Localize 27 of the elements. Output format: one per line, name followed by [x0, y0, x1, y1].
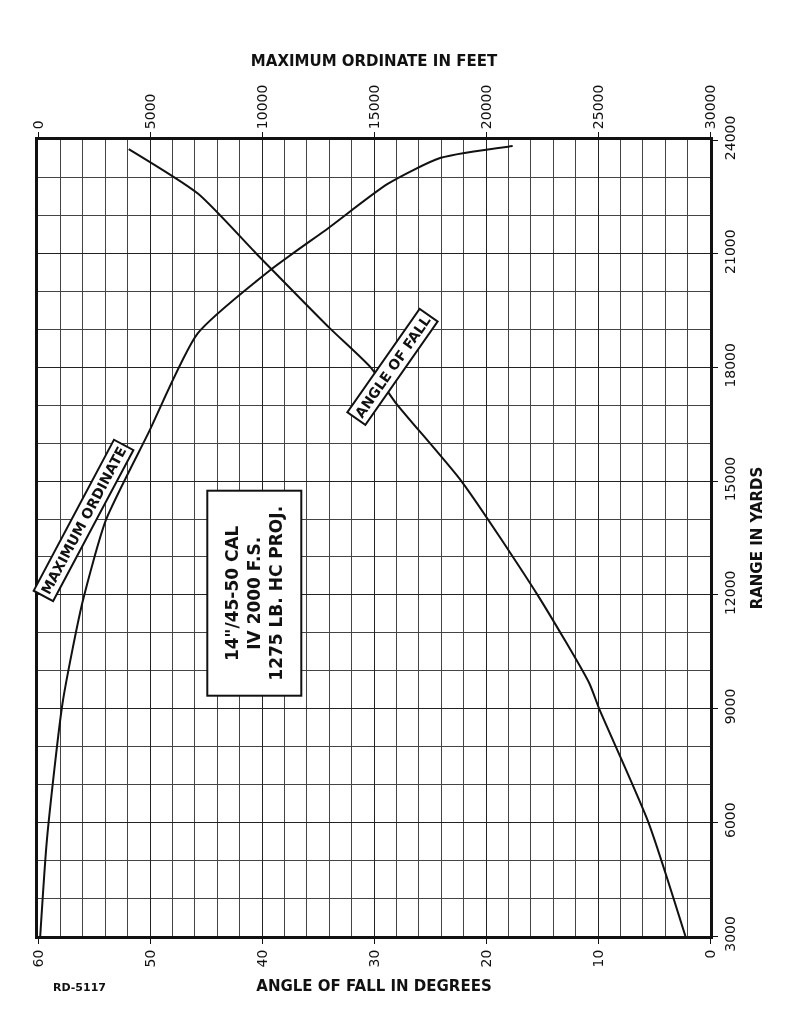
x2-tick-label: 5000 — [141, 93, 158, 130]
x2-tick-label: 0 — [29, 120, 46, 130]
x-tick-label: 20 — [477, 949, 494, 968]
x2-tick-label: 30000 — [701, 84, 718, 130]
y-tick-label: 21000 — [721, 229, 738, 274]
x-tick-label: 10 — [589, 949, 606, 968]
x2-tick-label: 25000 — [589, 84, 606, 130]
y-tick-label: 18000 — [721, 343, 738, 388]
y-tick-label: 24000 — [721, 115, 738, 161]
x-tick-label: 30 — [365, 949, 382, 968]
x-tick-label: 40 — [253, 949, 270, 968]
x-tick-label: 60 — [29, 949, 46, 968]
x2-axis-title: MAXIMUM ORDINATE IN FEET — [250, 51, 498, 70]
y-axis-title: RANGE IN YARDS — [747, 466, 766, 610]
y-tick-label: 3000 — [721, 916, 738, 952]
x-tick-label: 0 — [701, 949, 718, 959]
x-axis-title: ANGLE OF FALL IN DEGREES — [256, 977, 492, 996]
x2-tick-label: 20000 — [477, 84, 494, 130]
x-tick-label: 50 — [141, 949, 158, 968]
x2-tick-label: 10000 — [253, 84, 270, 130]
x2-tick-label: 15000 — [365, 84, 382, 130]
annotation: 14"/45-50 CAL IV 2000 F.S. 1275 LB. HC PROJ. — [222, 505, 287, 681]
text: RD-5117 — [53, 981, 106, 994]
y-tick-label: 9000 — [721, 688, 738, 725]
y-tick-label: 15000 — [721, 456, 738, 502]
y-tick-label: 12000 — [721, 570, 738, 616]
y-tick-label: 6000 — [721, 802, 738, 839]
